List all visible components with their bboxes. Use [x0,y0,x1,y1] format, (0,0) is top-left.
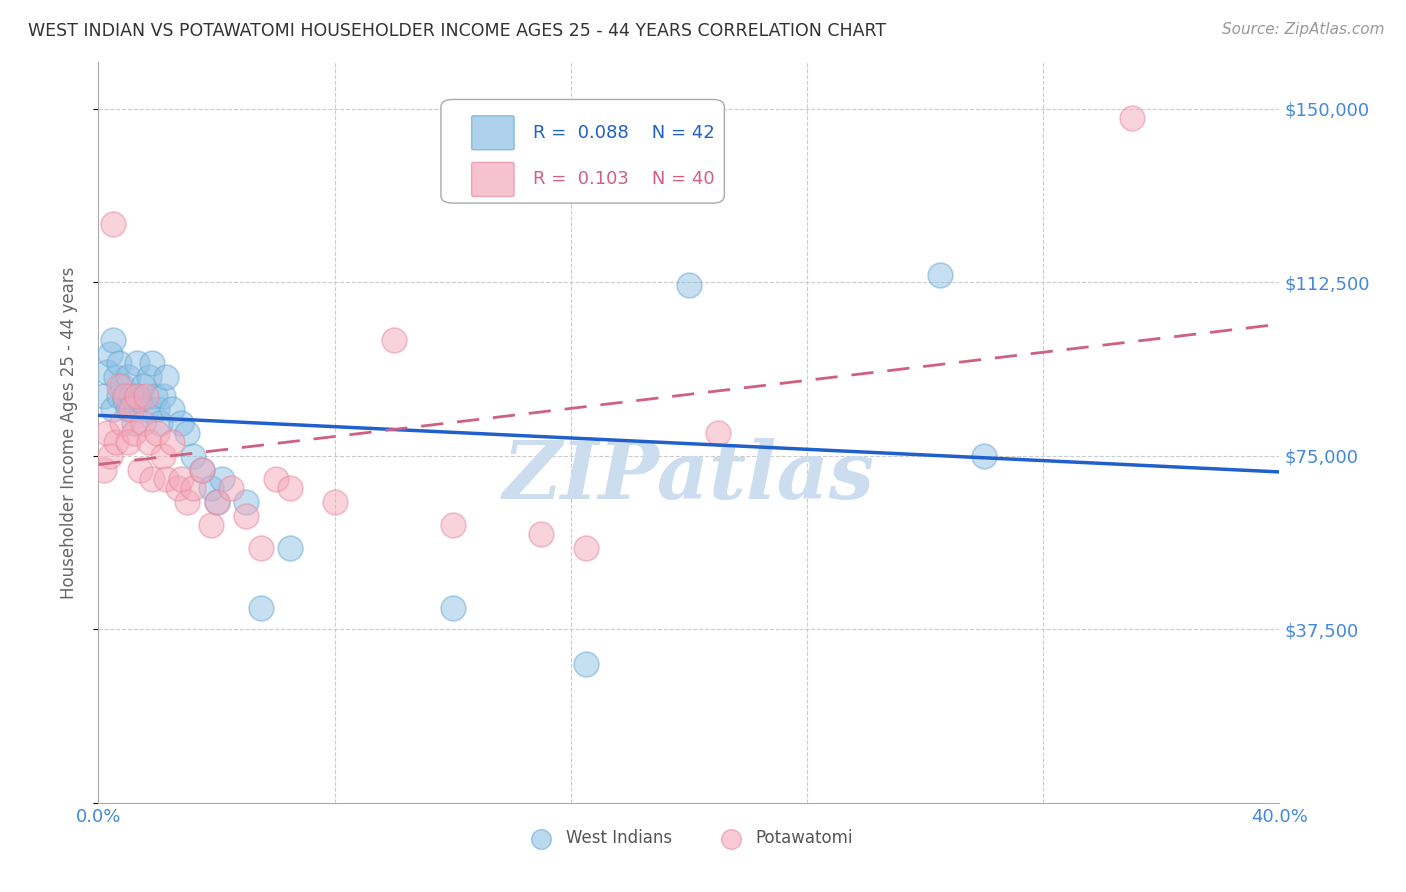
Point [929,268,952,283]
Point [98,347,121,361]
Text: Source: ZipAtlas.com: Source: ZipAtlas.com [1222,22,1385,37]
Text: WEST INDIAN VS POTAWATOMI HOUSEHOLDER INCOME AGES 25 - 44 YEARS CORRELATION CHAR: WEST INDIAN VS POTAWATOMI HOUSEHOLDER IN… [28,22,886,40]
Point [973,449,995,463]
Point [105,434,128,449]
Text: R =  0.088    N = 42: R = 0.088 N = 42 [533,124,714,142]
Point [152,449,174,463]
Point [105,370,128,384]
Point [575,657,598,671]
FancyBboxPatch shape [471,116,515,150]
Point [93,462,115,476]
Point [108,379,131,393]
FancyBboxPatch shape [441,99,724,203]
Point [250,601,273,615]
Point [120,402,142,417]
Text: R =  0.103    N = 40: R = 0.103 N = 40 [533,170,714,188]
Point [125,356,148,370]
Point [191,462,214,476]
Point [176,495,198,509]
Point [143,388,166,402]
Point [707,425,730,440]
Point [181,481,204,495]
Point [170,417,193,431]
Point [235,508,257,523]
Point [181,449,204,463]
Point [146,425,169,440]
Point [191,462,214,476]
Point [138,370,160,384]
Point [117,370,139,384]
Point [93,388,115,402]
Point [167,481,190,495]
Point [441,518,464,533]
Point [200,481,222,495]
Point [211,472,233,486]
Point [125,388,148,402]
Point [152,388,174,402]
Point [205,495,228,509]
Point [221,481,243,495]
Point [1121,111,1143,125]
Point [98,449,121,463]
Point [323,495,346,509]
Point [103,333,125,347]
Point [155,370,177,384]
Point [128,393,150,408]
FancyBboxPatch shape [471,162,515,196]
Point [235,495,257,509]
Point [111,379,134,393]
Point [103,218,125,232]
Point [117,402,139,417]
Point [250,541,273,556]
Y-axis label: Householder Income Ages 25 - 44 years: Householder Income Ages 25 - 44 years [59,267,77,599]
Point [135,402,157,417]
Point [205,495,228,509]
Point [111,417,134,431]
Point [96,425,118,440]
Point [128,462,150,476]
Point [141,356,163,370]
Point [280,481,302,495]
Point [264,472,287,486]
Point [678,277,700,292]
Point [103,402,125,417]
Point [108,388,131,402]
Point [132,417,155,431]
Point [155,472,177,486]
Point [162,402,183,417]
Point [108,356,131,370]
Point [120,388,142,402]
Point [114,388,136,402]
Point [146,402,169,417]
Point [170,472,193,486]
Point [149,417,172,431]
Point [138,434,160,449]
Point [280,541,302,556]
Point [117,434,139,449]
Point [530,527,553,541]
Point [176,425,198,440]
Point [132,379,155,393]
Legend: West Indians, Potawatomi: West Indians, Potawatomi [517,822,860,854]
Text: ZIPatlas: ZIPatlas [503,438,875,516]
Point [441,601,464,615]
Point [122,425,145,440]
Point [200,518,222,533]
Point [575,541,598,556]
Point [141,472,163,486]
Point [125,388,148,402]
Point [122,417,145,431]
Point [382,333,405,347]
Point [162,434,183,449]
Point [96,366,118,380]
Point [135,388,157,402]
Point [114,393,136,408]
